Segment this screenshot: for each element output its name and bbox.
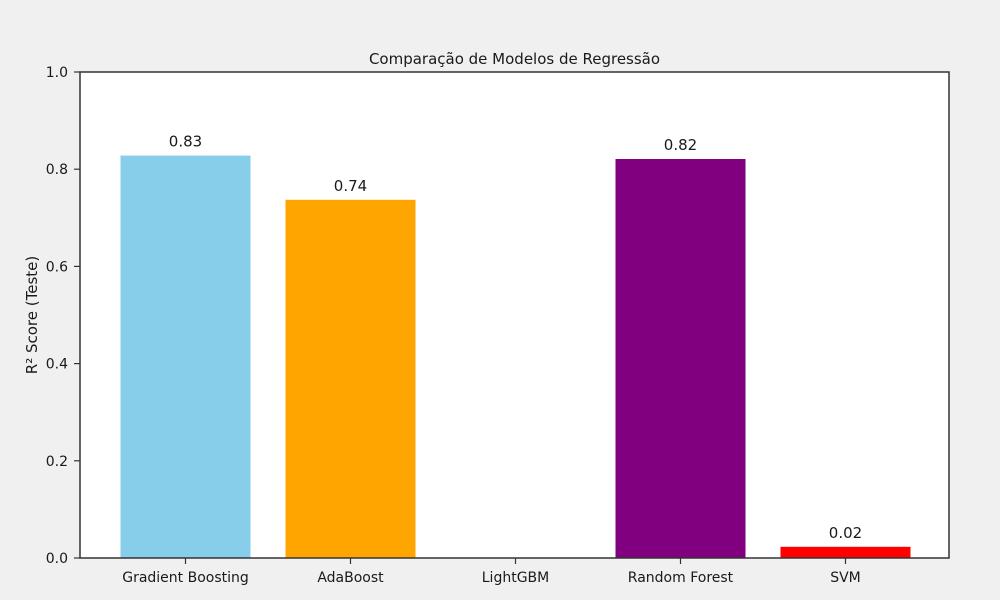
x-axis: Gradient Boosting AdaBoost LightGBM Random …	[122, 558, 861, 586]
x-tick-label: LightGBM	[482, 570, 549, 586]
y-tick-label: 1.0	[46, 65, 68, 81]
y-axis-label: R² Score (Teste)	[23, 256, 41, 374]
plot-frame	[79, 71, 950, 559]
y-tick-label: 0.8	[46, 162, 68, 178]
data-label: 0.74	[334, 177, 367, 195]
x-tick-label: Gradient Boosting	[122, 570, 249, 586]
y-axis: 0.0 0.2 0.4 0.6 0.8 1.0	[46, 65, 80, 567]
y-tick-label: 0.4	[46, 357, 68, 373]
chart-title: Comparação de Modelos de Regressão	[369, 50, 660, 68]
x-tick-label: Random Forest	[628, 570, 734, 586]
bar-svm	[780, 546, 911, 558]
x-tick-label: AdaBoost	[317, 570, 384, 586]
data-labels-layer: 0.83 0.74 0.82 0.02	[169, 133, 862, 542]
bar-random-forest	[615, 158, 746, 559]
bars-layer	[120, 155, 911, 559]
bar-gradient-boosting	[120, 155, 251, 558]
y-tick-label: 0.6	[46, 259, 68, 275]
bar-adaboost	[285, 199, 416, 558]
x-tick-label: SVM	[830, 570, 861, 586]
data-label: 0.82	[664, 136, 697, 154]
y-tick-label: 0.2	[46, 454, 68, 470]
data-label: 0.02	[829, 524, 862, 542]
y-tick-label: 0.0	[46, 551, 68, 567]
data-label: 0.83	[169, 133, 202, 151]
